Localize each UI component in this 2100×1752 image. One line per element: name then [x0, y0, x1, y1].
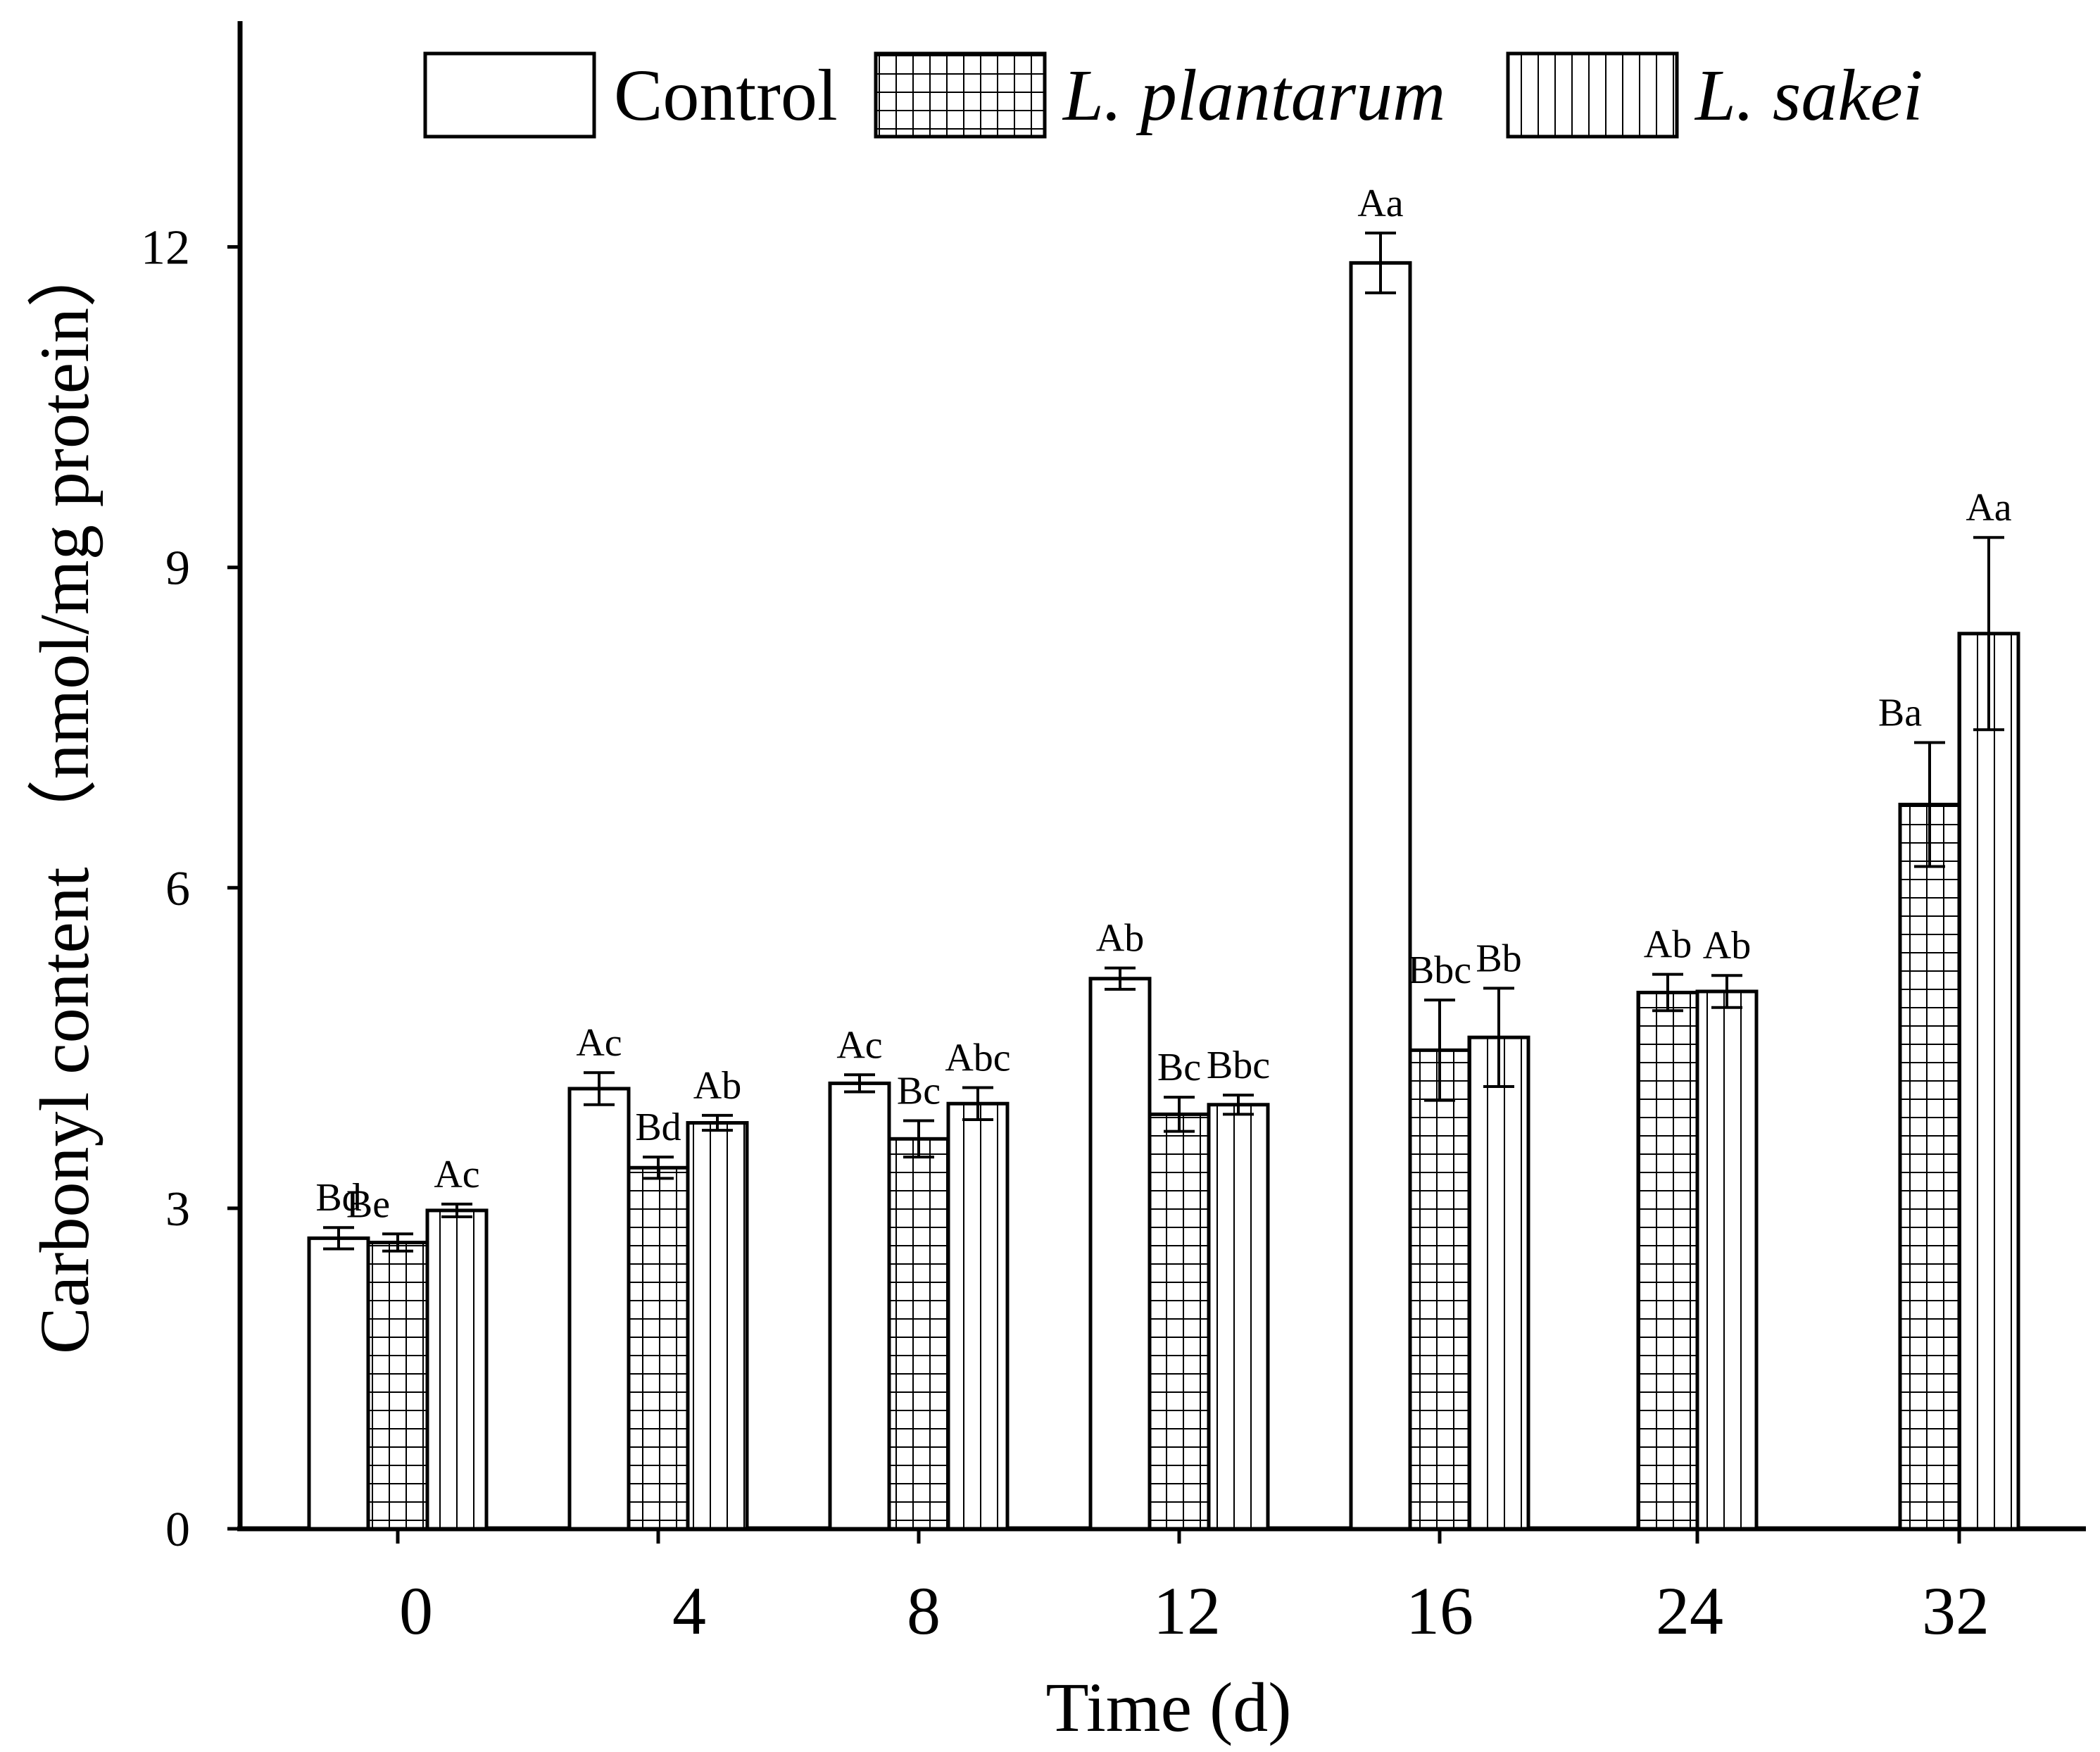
x-tick-label: 12: [1153, 1573, 1221, 1648]
bar-l-plantarum-day-4: [627, 1165, 690, 1531]
y-tick-label: 6: [165, 862, 190, 916]
significance-label-l-plantarum-day-8: Bc: [897, 1070, 941, 1113]
significance-label-l-plantarum-day-12: Bc: [1157, 1046, 1201, 1089]
y-tick-label: 9: [165, 542, 190, 596]
significance-label-control-day-12: Ab: [1096, 917, 1144, 961]
y-axis-ticks: 0 3 6 9 12: [141, 221, 240, 1557]
bar-l-plantarum-day-32: [1898, 802, 1961, 1531]
significance-label-l-plantarum-day-24: Ab: [1644, 923, 1692, 967]
bar-control-day-12: [1088, 977, 1152, 1531]
significance-label-control-day-16: Aa: [1357, 182, 1403, 225]
bar-l-plantarum-day-24: [1636, 990, 1699, 1531]
bar-l-plantarum-day-12: [1148, 1112, 1211, 1531]
x-tick-label: 32: [1922, 1573, 1989, 1648]
bar-l-sakei-day-12: [1207, 1103, 1270, 1531]
significance-label-control-day-4: Ac: [576, 1021, 622, 1065]
legend-label-l-sakei: L. sakei: [1694, 55, 1923, 136]
significance-label-l-sakei-day-24: Ab: [1703, 924, 1751, 968]
bar-l-plantarum-day-0: [366, 1240, 429, 1531]
y-tick-label: 0: [165, 1503, 190, 1557]
significance-label-l-sakei-day-4: Ab: [693, 1064, 741, 1108]
bar-control-day-8: [828, 1081, 891, 1531]
significance-label-l-plantarum-day-4: Bd: [635, 1106, 681, 1149]
legend-swatch-control: [423, 51, 596, 139]
bar-l-sakei-day-0: [425, 1208, 489, 1531]
bar-l-plantarum-day-8: [887, 1137, 950, 1531]
significance-label-l-sakei-day-12: Bbc: [1207, 1044, 1270, 1087]
y-tick-label: 12: [141, 221, 190, 275]
significance-label-l-sakei-day-16: Bb: [1476, 937, 1521, 980]
significance-label-control-day-0: Bd: [315, 1176, 361, 1220]
bar-control-day-16: [1349, 261, 1412, 1531]
bar-l-plantarum-day-16: [1408, 1048, 1471, 1531]
x-axis-title: Time (d): [1045, 1668, 1291, 1746]
x-tick-label: 8: [907, 1573, 941, 1648]
bar-l-sakei-day-32: [1957, 632, 2020, 1531]
significance-label-l-plantarum-day-32: Ba: [1878, 691, 1922, 734]
bar-control-day-4: [567, 1087, 631, 1531]
significance-label-l-sakei-day-32: Aa: [1966, 486, 2011, 530]
significance-label-l-sakei-day-8: Abc: [945, 1036, 1010, 1080]
y-tick-label: 3: [165, 1182, 190, 1237]
legend-swatch-l-sakei: [1506, 51, 1679, 139]
y-axis-title: Carbonyl content （nmol/mg protein）: [25, 237, 103, 1354]
significance-label-control-day-8: Ac: [836, 1023, 882, 1067]
bar-l-sakei-day-24: [1695, 989, 1759, 1531]
bar-l-sakei-day-4: [686, 1121, 749, 1531]
significance-label-l-plantarum-day-0: Be: [346, 1182, 390, 1226]
x-tick-label: 0: [399, 1573, 433, 1648]
legend-label-control: Control: [614, 55, 838, 136]
bar-l-sakei-day-8: [946, 1101, 1010, 1531]
legend-label-l-plantarum: L. plantarum: [1062, 55, 1445, 136]
legend: Control L. plantarum L. sakei: [423, 51, 1923, 139]
bar-groups: [307, 231, 2020, 1531]
significance-label-l-plantarum-day-16: Bbc: [1408, 949, 1471, 992]
x-tick-label: 4: [672, 1573, 706, 1648]
significance-label-l-sakei-day-0: Ac: [434, 1153, 479, 1196]
x-tick-label: 24: [1656, 1573, 1723, 1648]
x-axis-ticks: 0 4 8 12 16 24 32: [396, 1529, 1989, 1648]
x-tick-label: 16: [1406, 1573, 1473, 1648]
legend-swatch-l-plantarum: [874, 51, 1047, 139]
bar-l-sakei-day-16: [1467, 1035, 1530, 1531]
bar-control-day-0: [307, 1236, 370, 1531]
